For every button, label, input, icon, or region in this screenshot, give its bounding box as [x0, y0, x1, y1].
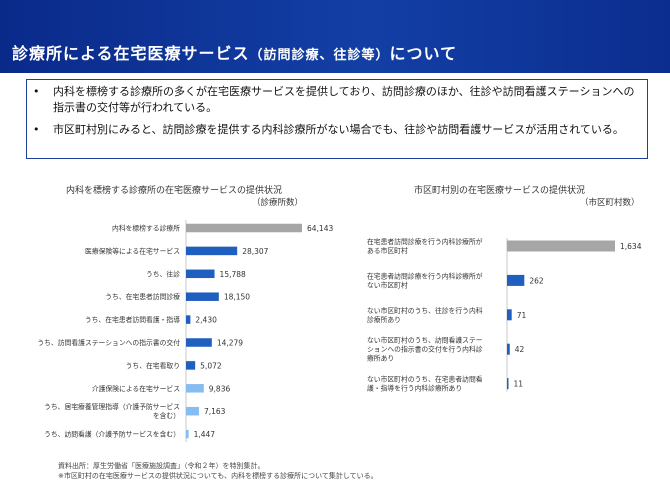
category-label: うち、在宅看取り: [126, 361, 180, 370]
bullet-dot-icon: •: [33, 123, 40, 136]
summary-bullet-text: 市区町村別にみると、訪問診療を提供する内科診療所がない場合でも、往診や訪問看護サ…: [53, 123, 624, 136]
bar: [507, 343, 510, 355]
bar: [186, 223, 302, 233]
bar: [186, 361, 196, 370]
category-label: うち、在宅患者訪問看護・指導: [85, 315, 180, 324]
value-label: 28,307: [242, 247, 268, 256]
value-label: 42: [515, 345, 525, 354]
left-chart-title: 内科を標榜する診療所の在宅医療サービスの提供状況: [66, 186, 283, 196]
page-title: 診療所による在宅医療サービス（訪問診療、往診等）について: [12, 40, 457, 64]
category-label: うち、訪問看護（介護予防サービスを含む）: [44, 430, 180, 439]
slide-header: 診療所による在宅医療サービス（訪問診療、往診等）について: [0, 0, 670, 73]
value-label: 1,447: [194, 430, 216, 439]
category-label: 医療保険等による在宅サービス: [85, 246, 180, 255]
category-label: うち、訪問看護ステーションへの指示書の交付: [37, 338, 180, 347]
source-note: 資料出所：厚生労働省「医療施設調査」（令和２年）を特別集計。: [58, 462, 265, 470]
value-label: 11: [514, 380, 524, 389]
value-label: 14,279: [217, 339, 243, 348]
summary-bullet-text: 内科を標榜する診療所の多くが在宅医療サービスを提供しており、訪問診療のほか、往診…: [53, 85, 635, 114]
bar: [186, 269, 215, 279]
bar: [186, 246, 238, 256]
right-chart-unit: （市区町村数）: [580, 198, 640, 208]
bar: [507, 309, 512, 321]
category-label: うち、往診: [146, 269, 180, 278]
category-label: 在宅患者訪問診療を行う内科診療所がない市区町村: [367, 271, 483, 289]
category-label: 内科を標榜する診療所: [112, 224, 180, 233]
value-label: 9,836: [209, 384, 231, 393]
bar: [507, 274, 525, 286]
category-label: うち、居宅療養管理指導（介護予防サービスを含む）: [44, 402, 180, 420]
value-label: 64,143: [307, 224, 333, 233]
title-tail: について: [389, 44, 458, 63]
value-label: 2,430: [195, 316, 217, 325]
category-label: 介護保険による在宅サービス: [92, 384, 180, 393]
bar: [186, 315, 191, 324]
value-label: 7,163: [204, 407, 226, 416]
value-label: 1,634: [620, 242, 642, 251]
right-chart-title: 市区町村別の在宅医療サービスの提供状況: [414, 186, 586, 196]
bullet-dot-icon: •: [33, 85, 40, 98]
value-label: 18,150: [224, 293, 250, 302]
value-label: 15,788: [220, 270, 246, 279]
category-label: ない市区町村のうち、往診を行う内科診療所あり: [367, 306, 483, 324]
bar: [186, 292, 219, 301]
value-label: 71: [517, 311, 527, 320]
category-label: うち、在宅患者訪問診療: [105, 292, 180, 301]
bar: [186, 338, 212, 347]
bar: [186, 429, 189, 439]
value-label: 5,072: [200, 361, 222, 370]
right-bar-chart: 1,634 在宅患者訪問診療を行う内科診療所がある市区町村 262 在宅患者訪問診療を…: [367, 237, 642, 393]
left-chart-unit: （診療所数）: [252, 198, 304, 208]
category-label: 在宅患者訪問診療を行う内科診療所がある市区町村: [367, 237, 483, 255]
bar: [507, 378, 509, 390]
summary-box: • 内科を標榜する診療所の多くが在宅医療サービスを提供しており、訪問診療のほか、…: [26, 79, 648, 159]
bar: [186, 384, 204, 393]
category-label: ない市区町村のうち、訪問看護ステーションへの指示書の交付を行う内科診療所あり: [367, 336, 483, 363]
footnote: ※市区町村の在宅医療サービスの提供状況についても、内科を標榜する診療所について集…: [58, 472, 378, 480]
value-label: 262: [529, 276, 544, 285]
bar: [186, 406, 199, 416]
left-bar-chart: 64,143 内科を標榜する診療所 28,307 医療保険等による在宅サービス 15,7…: [37, 220, 333, 443]
title-paren: （訪問診療、往診等）: [249, 48, 390, 63]
bar: [507, 240, 615, 252]
category-label: ない市区町村のうち、在宅患者訪問看護・指導を行う内科診療所あり: [367, 375, 483, 393]
title-main: 診療所による在宅医療サービス: [12, 44, 250, 63]
